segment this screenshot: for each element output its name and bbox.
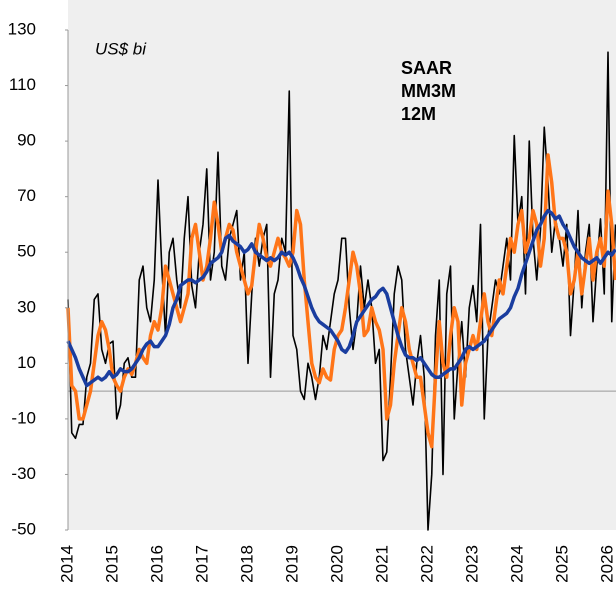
x-tick-label: 2014 (57, 545, 76, 583)
x-tick-label: 2022 (417, 545, 436, 583)
series-line (66, 208, 616, 388)
x-tick-label: 2018 (237, 545, 256, 583)
y-tick-label: -30 (11, 464, 36, 483)
x-tick-label: 2021 (372, 545, 391, 583)
legend-entry: MM3M (401, 81, 456, 101)
x-tick-label: 2019 (282, 545, 301, 583)
y-tick-label: 110 (9, 75, 36, 94)
y-tick-label: 10 (17, 353, 36, 372)
y-tick-label: 130 (8, 19, 36, 38)
y-tick-label: 30 (17, 297, 36, 316)
series-line (67, 51, 616, 531)
y-tick-label: -10 (11, 408, 36, 427)
y-tick-label: 50 (17, 242, 36, 261)
y-tick-label: 90 (17, 131, 36, 150)
x-tick-label: 2016 (147, 545, 166, 583)
legend-entry: 12M (401, 104, 436, 124)
legend-entry: SAAR (401, 58, 452, 78)
x-tick-label: 2023 (462, 545, 481, 583)
x-tick-label: 2020 (327, 545, 346, 583)
y-tick-label: 70 (17, 186, 36, 205)
unit-label: US$ bi (95, 39, 147, 58)
plot-background (68, 0, 616, 530)
x-tick-label: 2024 (507, 545, 526, 583)
y-tick-label: -50 (11, 519, 36, 538)
plot-area (66, 51, 616, 531)
x-tick-label: 2015 (102, 545, 121, 583)
series-line (66, 153, 616, 449)
x-tick-label: 2025 (552, 545, 571, 583)
x-tick-label: 2026 (597, 545, 616, 583)
x-tick-label: 2017 (192, 545, 211, 583)
